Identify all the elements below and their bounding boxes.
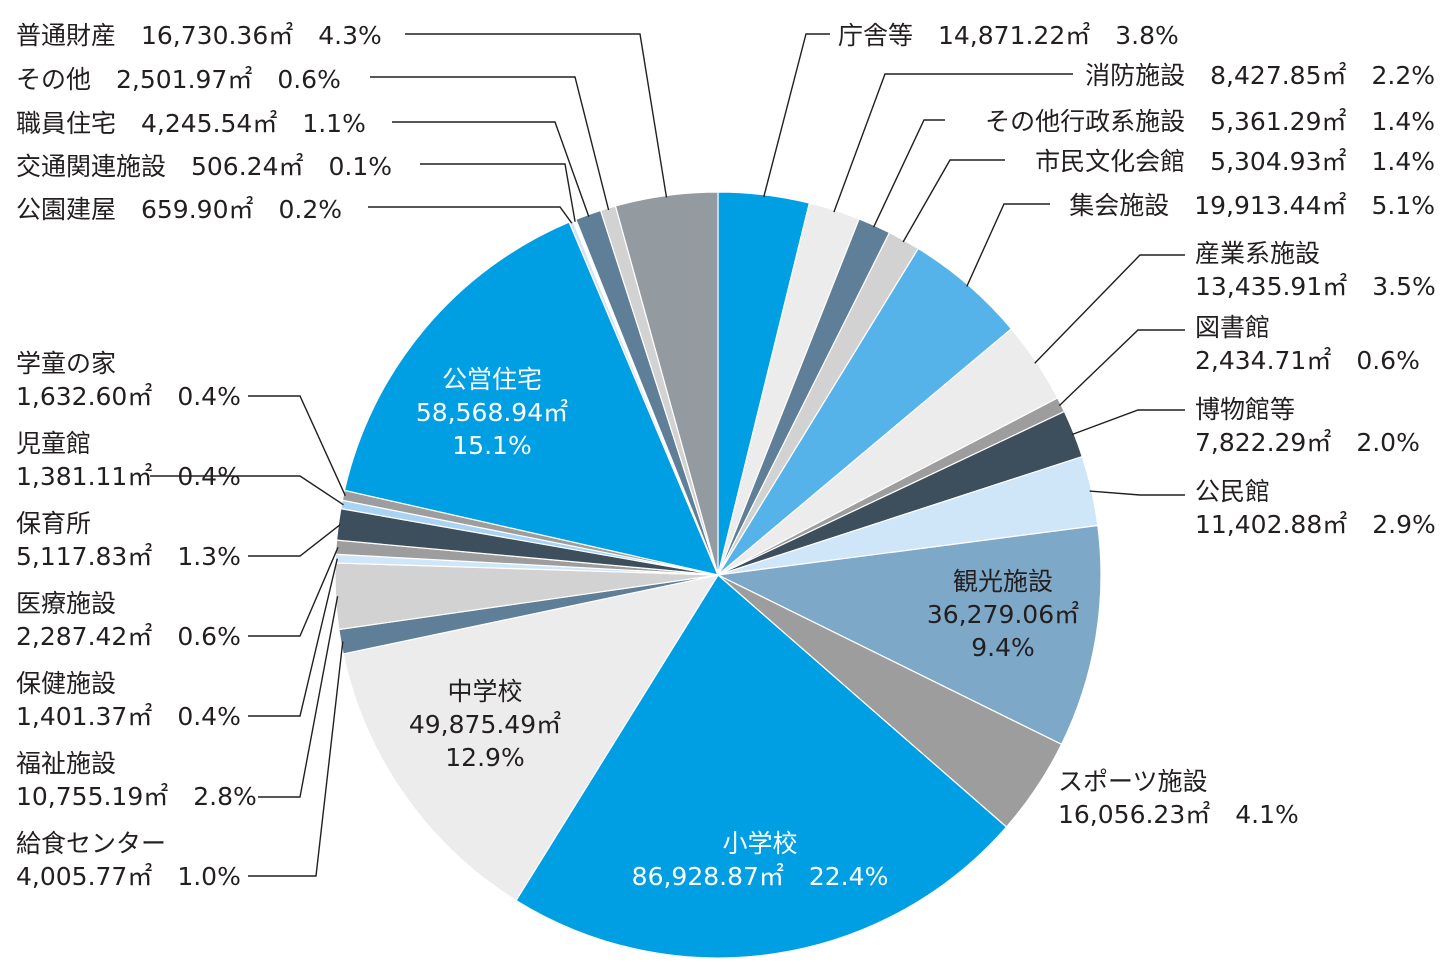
slice-15-label-name: 福祉施設 xyxy=(16,749,116,778)
slice-09-label-name: 公民館 xyxy=(1195,477,1270,506)
slice-01-leader-line xyxy=(763,33,830,197)
slice-24-label: 職員住宅 4,245.54㎡ 1.1% xyxy=(16,109,366,138)
slice-03-leader-line xyxy=(872,119,945,228)
slice-07-leader-line xyxy=(1058,329,1185,407)
slice-01-label: 庁舎等 14,871.22㎡ 3.8% xyxy=(838,21,1179,50)
slice-12-label-value: 86,928.87㎡ 22.4% xyxy=(632,862,889,891)
slice-11-label-name: スポーツ施設 xyxy=(1058,767,1208,796)
slice-25-leader-line xyxy=(370,76,610,211)
slice-16-label-name: 保健施設 xyxy=(16,669,116,698)
slice-13-wedge xyxy=(342,574,720,902)
slice-18-label-value: 5,117.83㎡ 1.3% xyxy=(16,542,241,571)
slice-17-leader-line xyxy=(248,547,339,637)
slice-06-leader-line xyxy=(1034,254,1185,364)
slice-19-label-name: 児童館 xyxy=(16,429,91,458)
slice-10-wedge xyxy=(715,524,1102,746)
slice-08-label-name: 博物館等 xyxy=(1195,395,1295,424)
slice-20-label-name: 学童の家 xyxy=(16,349,116,378)
slice-13-label-percent: 12.9% xyxy=(445,743,524,772)
slice-03-label: その他行政系施設 5,361.29㎡ 1.4% xyxy=(985,107,1435,136)
slice-08-label-value: 7,822.29㎡ 2.0% xyxy=(1195,428,1420,457)
slice-26-leader-line xyxy=(405,33,668,198)
slice-06-label-name: 産業系施設 xyxy=(1195,239,1320,268)
slice-10-label-percent: 9.4% xyxy=(971,633,1035,662)
slice-15-label-value: 10,755.19㎡ 2.8% xyxy=(16,782,257,811)
slice-17-label-name: 医療施設 xyxy=(16,589,116,618)
slice-09-label-value: 11,402.88㎡ 2.9% xyxy=(1195,510,1436,539)
slice-09-leader-line xyxy=(1089,490,1185,496)
slice-21-wedge xyxy=(343,221,720,576)
slice-21-label-percent: 15.1% xyxy=(452,431,531,460)
slice-17-label-value: 2,287.42㎡ 0.6% xyxy=(16,622,241,651)
slice-22-label: 公園建屋 659.90㎡ 0.2% xyxy=(16,195,342,224)
slice-05-label: 集会施設 19,913.44㎡ 5.1% xyxy=(1069,191,1435,220)
slice-07-label-value: 2,434.71㎡ 0.6% xyxy=(1195,346,1420,375)
slice-24-leader-line xyxy=(392,121,590,217)
slice-08-leader-line xyxy=(1071,409,1185,436)
slice-25-label: その他 2,501.97㎡ 0.6% xyxy=(16,65,341,94)
slice-16-label-value: 1,401.37㎡ 0.4% xyxy=(16,702,241,731)
slice-23-leader-line xyxy=(420,163,576,222)
slice-13-label-name: 中学校 xyxy=(447,677,522,706)
slice-02-leader-line xyxy=(833,73,1073,213)
slice-18-leader-line xyxy=(248,524,341,557)
slice-06-label-value: 13,435.91㎡ 3.5% xyxy=(1195,272,1436,301)
slice-04-leader-line xyxy=(902,159,1005,243)
slice-23-label: 交通関連施設 506.24㎡ 0.1% xyxy=(16,152,392,181)
slice-12-wedge xyxy=(515,574,1008,959)
slice-10-label-name: 観光施設 xyxy=(953,567,1053,596)
slice-20-leader-line xyxy=(248,395,346,496)
slice-18-label-name: 保育所 xyxy=(16,509,91,538)
slice-07-label-name: 図書館 xyxy=(1195,313,1270,342)
slice-05-leader-line xyxy=(966,203,1050,287)
slice-26-label: 普通財産 16,730.36㎡ 4.3% xyxy=(16,21,382,50)
slice-15-leader-line xyxy=(258,596,339,798)
slice-14-label-value: 4,005.77㎡ 1.0% xyxy=(16,862,241,891)
slice-02-label: 消防施設 8,427.85㎡ 2.2% xyxy=(1085,61,1435,90)
slice-20-label-value: 1,632.60㎡ 0.4% xyxy=(16,382,241,411)
slice-21-label-name: 公営住宅 xyxy=(442,365,542,394)
slice-12-label-name: 小学校 xyxy=(722,829,797,858)
slice-14-leader-line xyxy=(248,641,344,877)
slice-19-leader-line xyxy=(150,475,344,506)
slice-16-leader-line xyxy=(248,558,338,717)
slice-04-label: 市民文化会館 5,304.93㎡ 1.4% xyxy=(1035,147,1435,176)
slice-11-label-value: 16,056.23㎡ 4.1% xyxy=(1058,800,1299,829)
slice-14-label-name: 給食センター xyxy=(16,829,166,858)
slice-19-label-value: 1,381.11㎡ 0.4% xyxy=(16,462,241,491)
slice-10-label-area: 36,279.06㎡ xyxy=(927,600,1079,629)
slice-13-label-area: 49,875.49㎡ xyxy=(409,710,561,739)
slice-22-leader-line xyxy=(368,206,573,224)
slice-21-label-area: 58,568.94㎡ xyxy=(416,398,568,427)
